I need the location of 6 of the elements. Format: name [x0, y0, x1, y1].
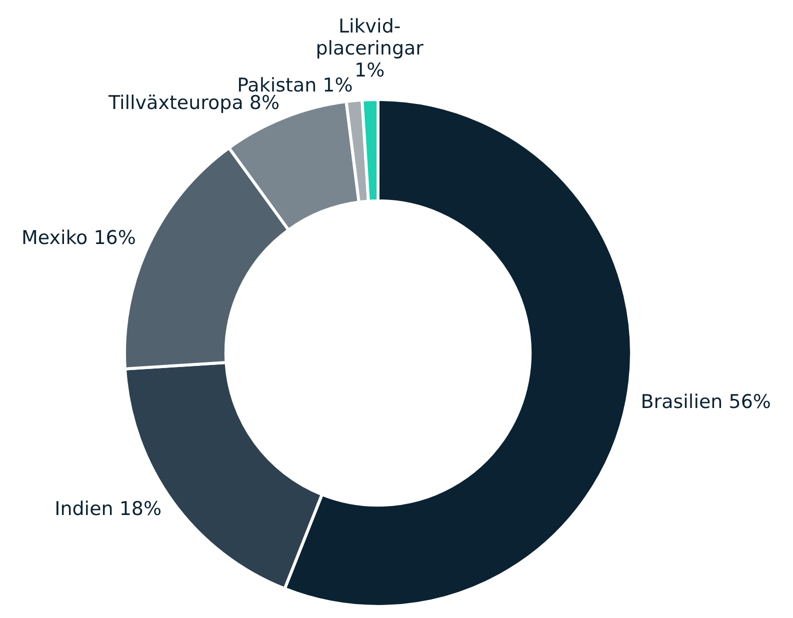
slice-label: Indien 18%: [54, 498, 162, 520]
slice-label: Likvid-placeringar: [316, 15, 424, 60]
data-label: 1%: [354, 59, 385, 82]
slice-label: Tillväxteuropa 8%: [107, 92, 280, 114]
slice-label: Mexiko 16%: [21, 227, 136, 250]
slice-label: Brasilien 56%: [640, 391, 771, 414]
